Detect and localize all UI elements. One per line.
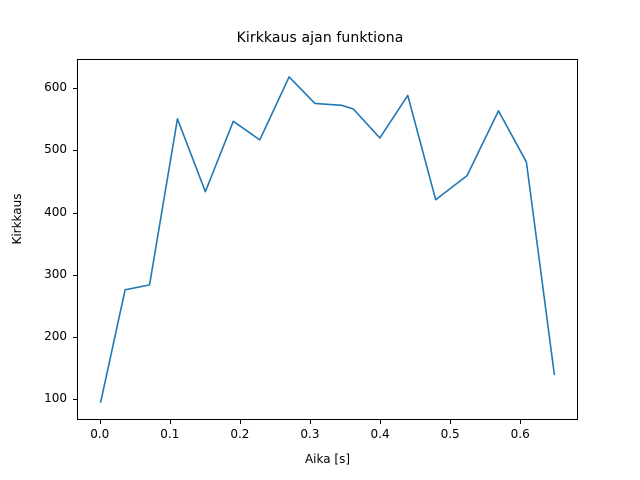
y-tick-label: 600 — [44, 80, 67, 95]
x-axis-label: Aika [s] — [304, 452, 351, 466]
x-tick-mark — [170, 420, 171, 424]
y-tick-mark — [73, 88, 77, 89]
x-tick-mark — [520, 420, 521, 424]
y-tick-label: 300 — [44, 266, 67, 281]
x-tick-label: 0.5 — [440, 427, 460, 441]
chart-title: Kirkkaus ajan funktiona — [236, 30, 404, 46]
x-tick-mark — [310, 420, 311, 424]
plot-area — [77, 59, 578, 420]
data-line-series — [99, 76, 556, 403]
y-tick-label: 400 — [44, 204, 67, 219]
y-tick-mark — [73, 399, 77, 400]
x-tick-label: 0.1 — [160, 427, 180, 441]
y-axis-label: Kirkkaus — [10, 193, 24, 245]
x-tick-label: 0.6 — [510, 427, 530, 441]
x-tick-mark — [380, 420, 381, 424]
y-tick-label: 500 — [44, 142, 67, 157]
y-tick-label: 200 — [44, 328, 67, 343]
x-tick-mark — [240, 420, 241, 424]
y-tick-mark — [73, 150, 77, 151]
y-tick-mark — [73, 275, 77, 276]
x-tick-mark — [450, 420, 451, 424]
x-tick-label: 0.3 — [300, 427, 320, 441]
y-tick-mark — [73, 337, 77, 338]
x-tick-label: 0.2 — [230, 427, 250, 441]
series-line-kirkkaus — [99, 76, 556, 403]
y-tick-label: 100 — [44, 390, 67, 405]
x-tick-mark — [100, 420, 101, 424]
x-tick-label: 0.4 — [370, 427, 390, 441]
x-tick-label: 0.0 — [90, 427, 110, 441]
y-tick-mark — [73, 213, 77, 214]
